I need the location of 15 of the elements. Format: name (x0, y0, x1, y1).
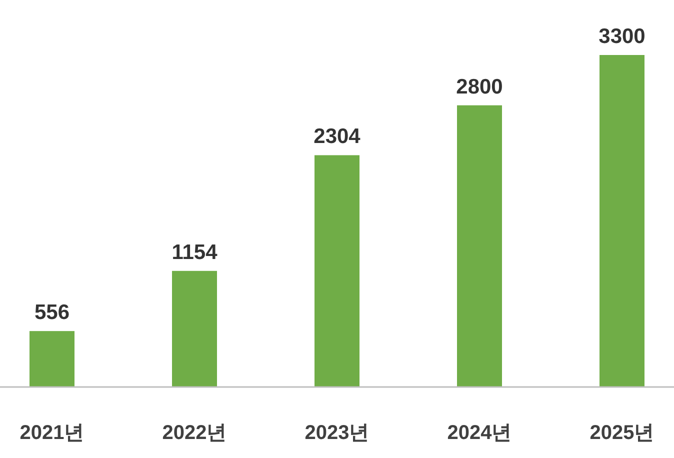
x-tick-label: 2023년 (304, 422, 370, 444)
bar (457, 105, 502, 387)
x-tick-label: 2024년 (447, 422, 512, 444)
data-label: 2800 (456, 75, 503, 98)
data-label: 1154 (172, 240, 218, 264)
bar (600, 55, 644, 387)
data-label: 3300 (598, 25, 646, 48)
bar (314, 155, 360, 387)
x-tick-label: 2021년 (20, 422, 84, 444)
bar (172, 270, 217, 387)
data-label: 556 (34, 301, 70, 324)
bar (30, 331, 74, 387)
x-tick-label: 2025년 (590, 422, 654, 444)
data-label: 2304 (314, 125, 361, 148)
x-tick-label: 2022년 (162, 422, 227, 444)
